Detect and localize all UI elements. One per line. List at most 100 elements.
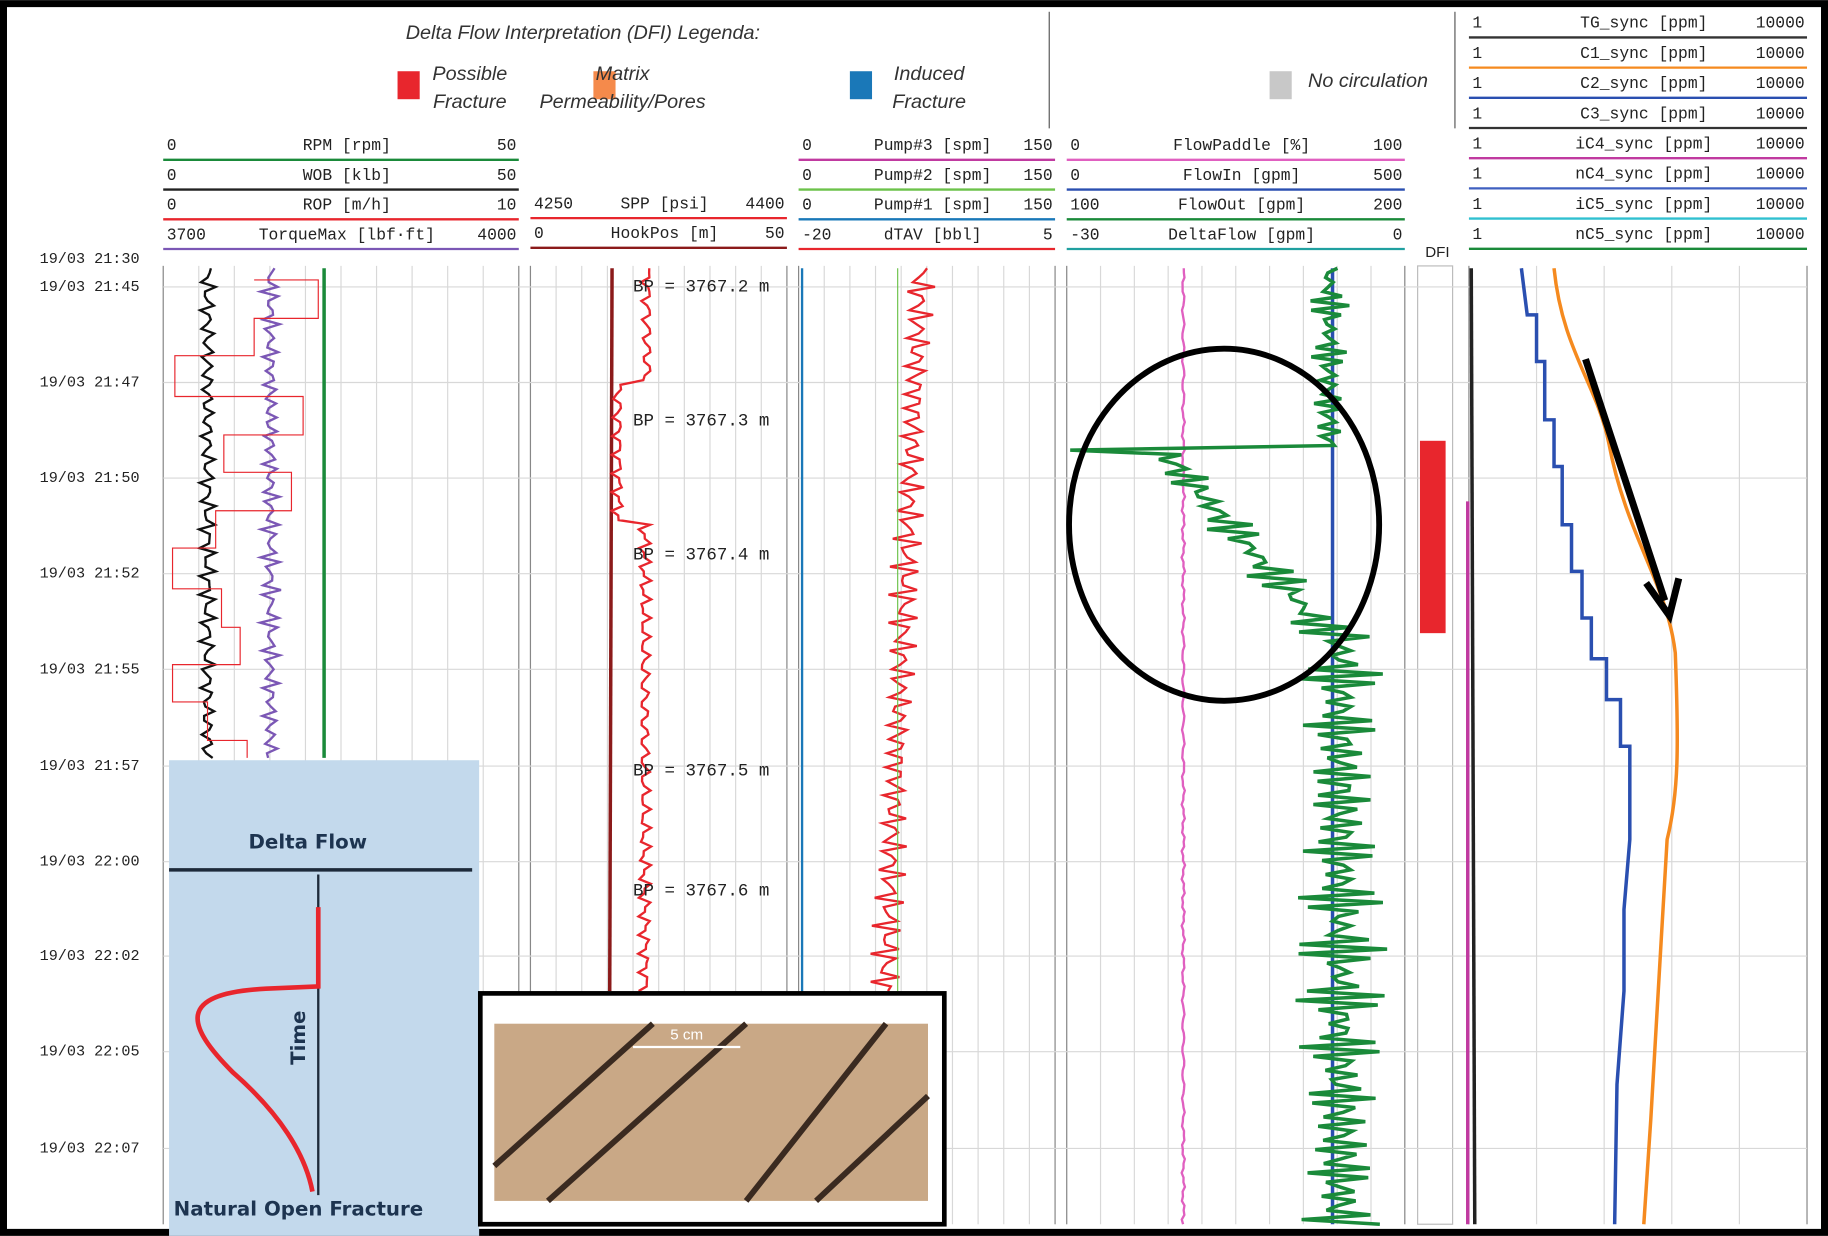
curve-name: TG_sync [ppm]	[1580, 14, 1707, 33]
time-label: 19/03 22:05	[40, 1043, 140, 1061]
legend-swatch	[1270, 71, 1292, 99]
inset-caption: Natural Open Fracture	[174, 1198, 424, 1221]
scale-min: 1	[1472, 14, 1482, 33]
scale-max: 5	[1043, 225, 1053, 244]
depth-label: BP = 3767.6 m	[633, 881, 769, 901]
scale-max: 10000	[1756, 14, 1805, 33]
inset-title: Delta Flow	[248, 831, 367, 854]
scale-label: 5 cm	[670, 1026, 703, 1043]
scale-min: 4250	[534, 194, 573, 213]
time-label: 19/03 21:57	[40, 757, 140, 775]
scale-min: 0	[1070, 166, 1080, 185]
depth-label: BP = 3767.5 m	[633, 761, 769, 781]
scale-max: 10000	[1756, 165, 1805, 184]
legend-swatch	[850, 71, 872, 99]
curve-name: iC4_sync [ppm]	[1575, 135, 1712, 154]
hookpos-trace	[610, 268, 612, 991]
curve-name: FlowPaddle [%]	[1173, 136, 1310, 155]
legend-label: Possible	[432, 63, 507, 85]
legend-label: Matrix	[596, 63, 651, 85]
scale-min: 0	[534, 224, 544, 243]
curve-name: FlowOut [gpm]	[1178, 196, 1305, 215]
depth-label: BP = 3767.3 m	[633, 412, 769, 432]
time-label: 19/03 21:47	[40, 374, 140, 392]
curve-name: iC5_sync [ppm]	[1575, 195, 1712, 214]
time-label: 19/03 21:50	[40, 469, 140, 487]
time-label: 19/03 21:52	[40, 565, 140, 583]
scale-min: 100	[1070, 196, 1099, 215]
scale-min: 1	[1472, 44, 1482, 63]
scale-min: 1	[1472, 74, 1482, 93]
mud-log-screen: Possible Fracture Matrix Permeability/Pores…	[0, 0, 1828, 1236]
time-label: 19/03 22:07	[40, 1139, 140, 1157]
curve-name: FlowIn [gpm]	[1183, 166, 1300, 185]
curve-name: nC4_sync [ppm]	[1575, 165, 1712, 184]
scale-max: 4000	[477, 225, 516, 244]
legend-label: Induced	[894, 63, 965, 85]
scale-min: 0	[802, 196, 812, 215]
curve-name: DeltaFlow [gpm]	[1168, 225, 1315, 244]
scale-min: 1	[1472, 135, 1482, 154]
scale-max: 200	[1373, 196, 1402, 215]
scale-max: 150	[1023, 166, 1052, 185]
curve-name: ROP [m/h]	[303, 196, 391, 215]
inset-axis-label: Time	[287, 1011, 310, 1065]
depth-label: BP = 3767.4 m	[633, 546, 769, 566]
time-label: 19/03 21:55	[40, 660, 140, 678]
legend-title: Delta Flow Interpretation (DFI) Legenda:	[406, 22, 760, 44]
dfi-fracture-interval	[1420, 441, 1446, 633]
scale-min: 0	[167, 196, 177, 215]
scale-max: 100	[1373, 136, 1402, 155]
dfi-label: DFI	[1425, 244, 1449, 261]
scale-min: 1	[1472, 165, 1482, 184]
scale-min: 0	[802, 166, 812, 185]
curve-name: TorqueMax [lbf·ft]	[259, 225, 435, 244]
scale-max: 10	[497, 196, 517, 215]
curve-name: C1_sync [ppm]	[1580, 44, 1707, 63]
scale-min: 3700	[167, 225, 206, 244]
legend-label: Fracture	[433, 91, 507, 113]
curve-name: WOB [klb]	[303, 166, 391, 185]
scale-min: -20	[802, 225, 831, 244]
curve-name: RPM [rpm]	[303, 136, 391, 155]
scale-max: 50	[497, 166, 517, 185]
scale-min: 1	[1472, 104, 1482, 123]
scale-max: 150	[1023, 136, 1052, 155]
curve-name: Pump#1 [spm]	[874, 196, 991, 215]
scale-max: 10000	[1756, 225, 1805, 244]
scale-max: 10000	[1756, 135, 1805, 154]
scale-min: -30	[1070, 225, 1099, 244]
legend-label: Fracture	[892, 91, 966, 113]
scale-max: 10000	[1756, 44, 1805, 63]
scale-min: 0	[802, 136, 812, 155]
scale-max: 50	[497, 136, 517, 155]
scale-max: 50	[765, 224, 785, 243]
scale-min: 0	[167, 136, 177, 155]
legend-label: No circulation	[1308, 70, 1428, 92]
scale-min: 0	[167, 166, 177, 185]
curve-name: SPP [psi]	[620, 194, 708, 213]
scale-min: 0	[1070, 136, 1080, 155]
legend-label: Permeability/Pores	[539, 91, 705, 113]
curve-name: C3_sync [ppm]	[1580, 104, 1707, 123]
curve-name: dTAV [bbl]	[884, 225, 982, 244]
time-label: 19/03 21:45	[40, 278, 140, 296]
scale-min: 1	[1472, 225, 1482, 244]
curve-name: C2_sync [ppm]	[1580, 74, 1707, 93]
curve-name: Pump#3 [spm]	[874, 136, 991, 155]
time-label: 19/03 22:00	[40, 853, 140, 871]
time-label: 19/03 22:02	[40, 947, 140, 965]
curve-name: nC5_sync [ppm]	[1575, 225, 1712, 244]
scale-max: 10000	[1756, 74, 1805, 93]
scale-max: 500	[1373, 166, 1402, 185]
scale-max: 10000	[1756, 195, 1805, 214]
curve-name: Pump#2 [spm]	[874, 166, 991, 185]
scale-max: 4400	[745, 194, 784, 213]
scale-max: 0	[1393, 225, 1403, 244]
curve-name: HookPos [m]	[611, 224, 719, 243]
time-label: 19/03 21:30	[40, 250, 140, 268]
legend-swatch	[398, 71, 420, 99]
scale-max: 150	[1023, 196, 1052, 215]
depth-label: BP = 3767.2 m	[633, 278, 769, 298]
scale-max: 10000	[1756, 104, 1805, 123]
